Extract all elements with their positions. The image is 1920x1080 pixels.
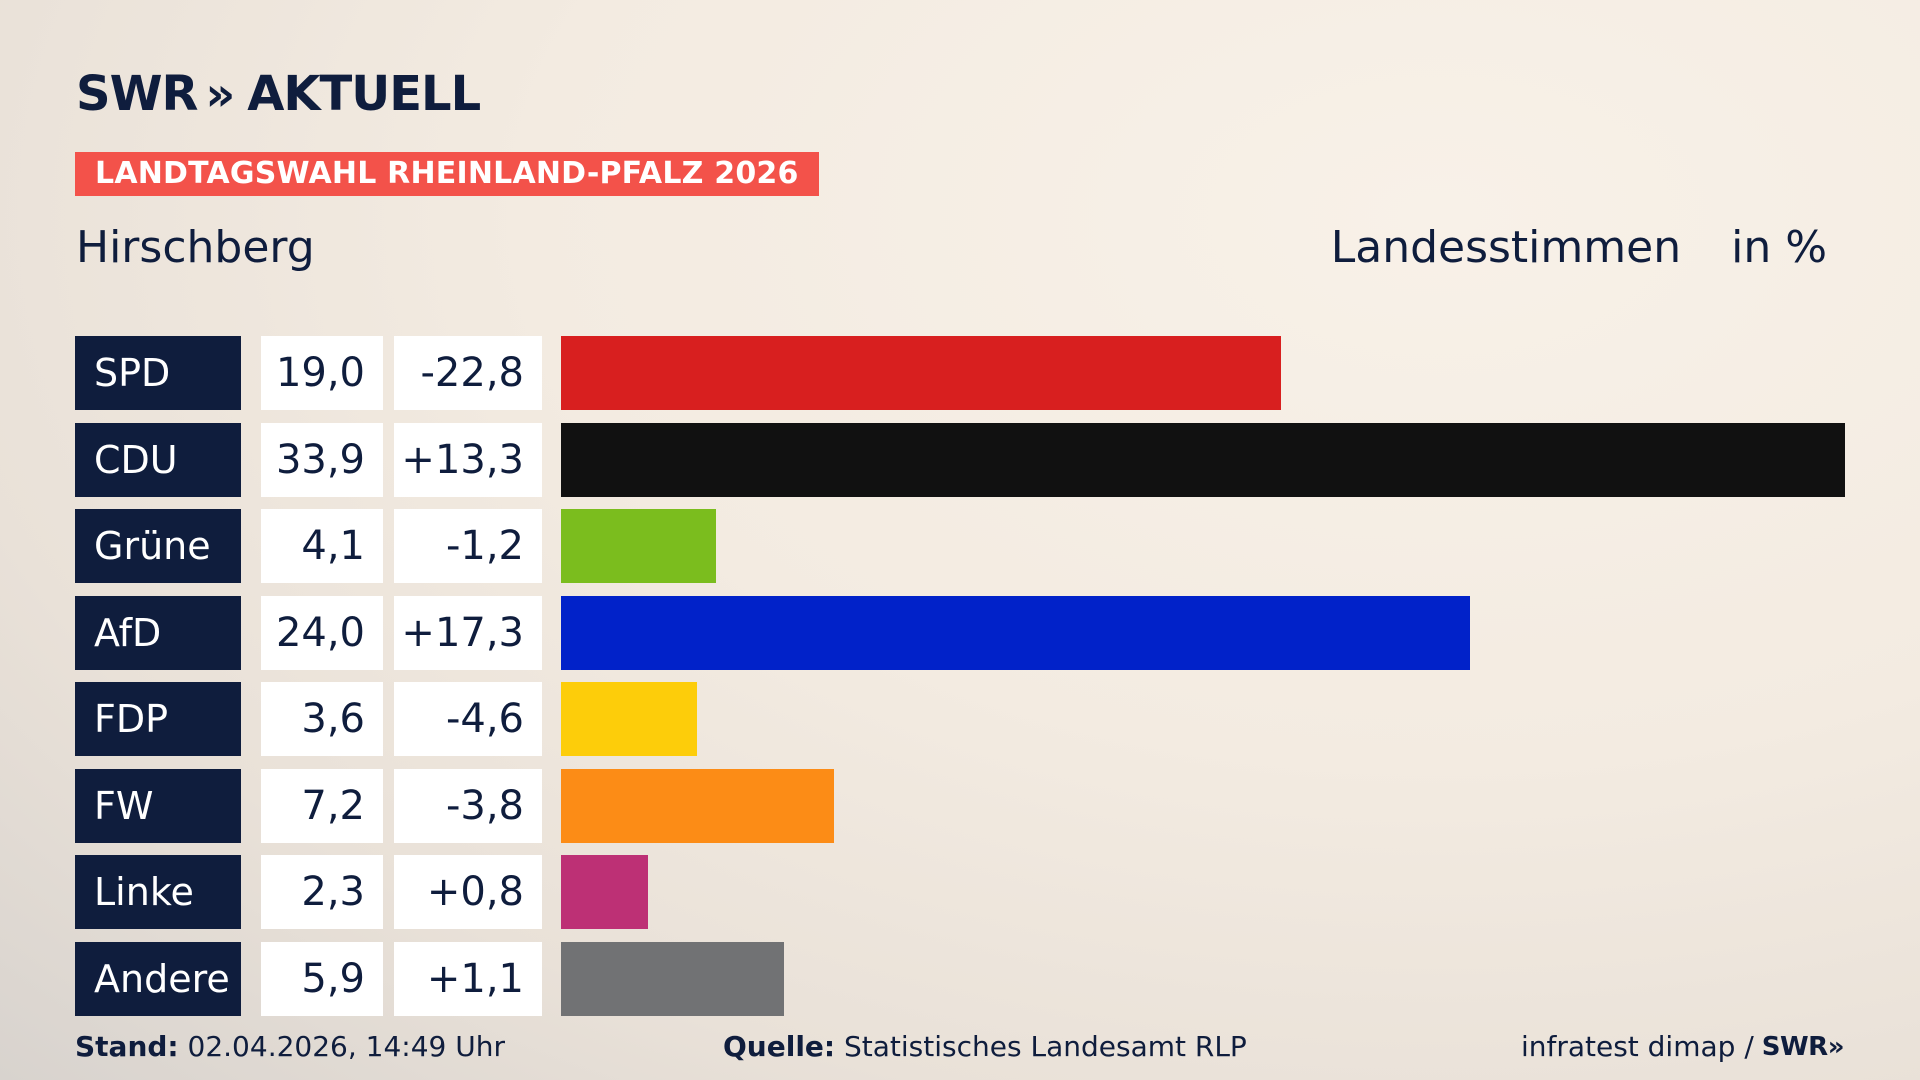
vote-type-label: Landesstimmen [1330, 222, 1682, 273]
party-label: AfD [75, 595, 241, 670]
value-label: 2,3 [261, 855, 383, 929]
result-row: SPD 19,0 -22,8 [75, 336, 1847, 410]
diff-label: -22,8 [394, 336, 542, 410]
place-title: Hirschberg [76, 222, 315, 273]
value-label: 4,1 [261, 509, 383, 583]
diff-label: +0,8 [394, 855, 542, 929]
results-chart: SPD 19,0 -22,8 CDU 33,9 +13,3 Grüne 4,1 -1,2 AfD 2… [75, 336, 1847, 1028]
stand-label: Stand: [75, 1030, 179, 1063]
credit: infratest dimap / SWR» [1520, 1030, 1845, 1063]
source-label: Quelle: [723, 1030, 836, 1063]
stand-value: 02.04.2026, 14:49 Uhr [187, 1030, 505, 1063]
stand: Stand: 02.04.2026, 14:49 Uhr [75, 1030, 505, 1063]
diff-label: +13,3 [394, 422, 542, 497]
value-label: 7,2 [261, 768, 383, 843]
party-label: FDP [75, 682, 241, 756]
result-row: FW 7,2 -3,8 [75, 768, 1847, 843]
bar [561, 509, 716, 583]
source-value: Statistisches Landesamt RLP [844, 1030, 1247, 1063]
value-label: 19,0 [261, 336, 383, 410]
diff-label: +1,1 [394, 941, 542, 1016]
result-row: Linke 2,3 +0,8 [75, 855, 1847, 929]
party-label: FW [75, 768, 241, 843]
value-label: 3,6 [261, 682, 383, 756]
diff-label: -4,6 [394, 682, 542, 756]
bar [561, 595, 1470, 670]
source: Quelle: Statistisches Landesamt RLP [723, 1030, 1247, 1063]
value-label: 5,9 [261, 941, 383, 1016]
chevrons-icon: » [1827, 1031, 1845, 1062]
party-label: Andere [75, 941, 241, 1016]
column-header: Landesstimmen in % [1331, 222, 1827, 273]
party-label: Grüne [75, 509, 241, 583]
value-label: 33,9 [261, 422, 383, 497]
logo-section: AKTUELL [247, 66, 481, 122]
result-row: CDU 33,9 +13,3 [75, 422, 1847, 497]
bar [561, 855, 648, 929]
result-row: Grüne 4,1 -1,2 [75, 509, 1847, 583]
credit-text: infratest dimap / [1520, 1030, 1754, 1063]
result-row: Andere 5,9 +1,1 [75, 941, 1847, 1016]
result-row: FDP 3,6 -4,6 [75, 682, 1847, 756]
bar [561, 768, 834, 843]
bar [561, 682, 697, 756]
party-label: CDU [75, 422, 241, 497]
unit-label: in % [1731, 222, 1827, 273]
swr-aktuell-logo: SWR » AKTUELL [76, 66, 481, 122]
party-label: Linke [75, 855, 241, 929]
credit-brand-name: SWR [1761, 1031, 1828, 1062]
diff-label: -1,2 [394, 509, 542, 583]
election-tag: LANDTAGSWAHL RHEINLAND-PFALZ 2026 [75, 152, 819, 196]
logo-brand: SWR [76, 66, 198, 122]
bar [561, 336, 1281, 410]
bar [561, 941, 784, 1016]
diff-label: -3,8 [394, 768, 542, 843]
result-row: AfD 24,0 +17,3 [75, 595, 1847, 670]
bar [561, 422, 1845, 497]
chevrons-icon: » [205, 67, 235, 121]
party-label: SPD [75, 336, 241, 410]
diff-label: +17,3 [394, 595, 542, 670]
credit-brand: SWR» [1761, 1031, 1845, 1062]
value-label: 24,0 [261, 595, 383, 670]
